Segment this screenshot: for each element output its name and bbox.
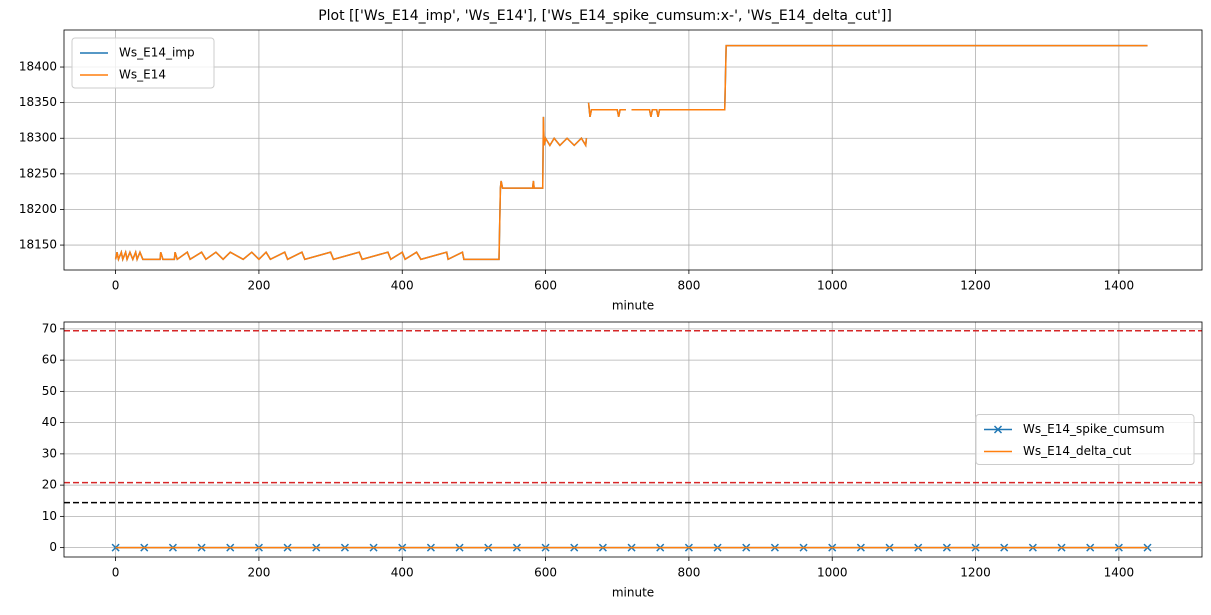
x-tick-label: 1400 [1104,279,1135,293]
y-tick-label: 70 [42,321,57,335]
axes: 0 200 400 600 800 1000 1200 1400 0 10 20 30 40 50 60 70… [42,321,1203,600]
axes-frame [63,29,1203,271]
axes: 0 200 400 600 800 1000 1200 1400 18150 18200 18250… [19,29,1203,313]
x-tick-label: 0 [112,566,120,580]
x-tick-label: 800 [677,279,700,293]
y-tick-label: 60 [42,353,57,367]
y-tick-label: 18250 [19,166,57,180]
figure-title: Plot [['Ws_E14_imp', 'Ws_E14'], ['Ws_E14… [318,8,892,24]
y-tick-label: 50 [42,384,57,398]
legend-label: Ws_E14_imp [119,46,195,60]
axes-frame [63,321,1203,558]
x-tick-label: 1200 [960,279,991,293]
x-axis-label: minute [612,299,654,313]
x-tick-label: 800 [677,566,700,580]
legend: Ws_E14_imp Ws_E14 [71,37,215,89]
y-tick-label: 18350 [19,95,57,109]
x-tick-label: 600 [534,279,557,293]
legend: Ws_E14_spike_cumsum Ws_E14_delta_cut [975,414,1195,465]
y-tick-label: 10 [42,509,57,523]
x-tick-label: 400 [391,566,414,580]
plot-area [114,44,1148,262]
x-tick-label: 1000 [817,566,848,580]
series-line [114,44,1148,262]
legend-frame [975,414,1195,465]
y-tick-label: 18200 [19,202,57,216]
x-tick-label: 600 [534,566,557,580]
legend-label: Ws_E14_spike_cumsum [1023,422,1165,436]
x-axis-label: minute [612,586,654,600]
legend-marker [993,425,1003,434]
y-tick-label: 30 [42,446,57,460]
plot-area [64,330,1202,552]
x-tick-label: 200 [247,279,270,293]
legend-label: Ws_E14 [119,68,166,82]
y-tick-label: 40 [42,415,57,429]
x-tick-label: 0 [112,279,120,293]
x-tick-label: 1400 [1104,566,1135,580]
y-tick-label: 18300 [19,131,57,145]
y-tick-label: 18150 [19,238,57,252]
y-tick-label: 20 [42,478,57,492]
x-tick-label: 1000 [817,279,848,293]
marker [111,543,120,552]
x-tick-label: 1200 [960,566,991,580]
x-tick-label: 400 [391,279,414,293]
legend-label: Ws_E14_delta_cut [1023,444,1132,458]
y-tick-label: 18400 [19,60,57,74]
x-tick-label: 200 [247,566,270,580]
y-tick-label: 0 [49,540,57,554]
